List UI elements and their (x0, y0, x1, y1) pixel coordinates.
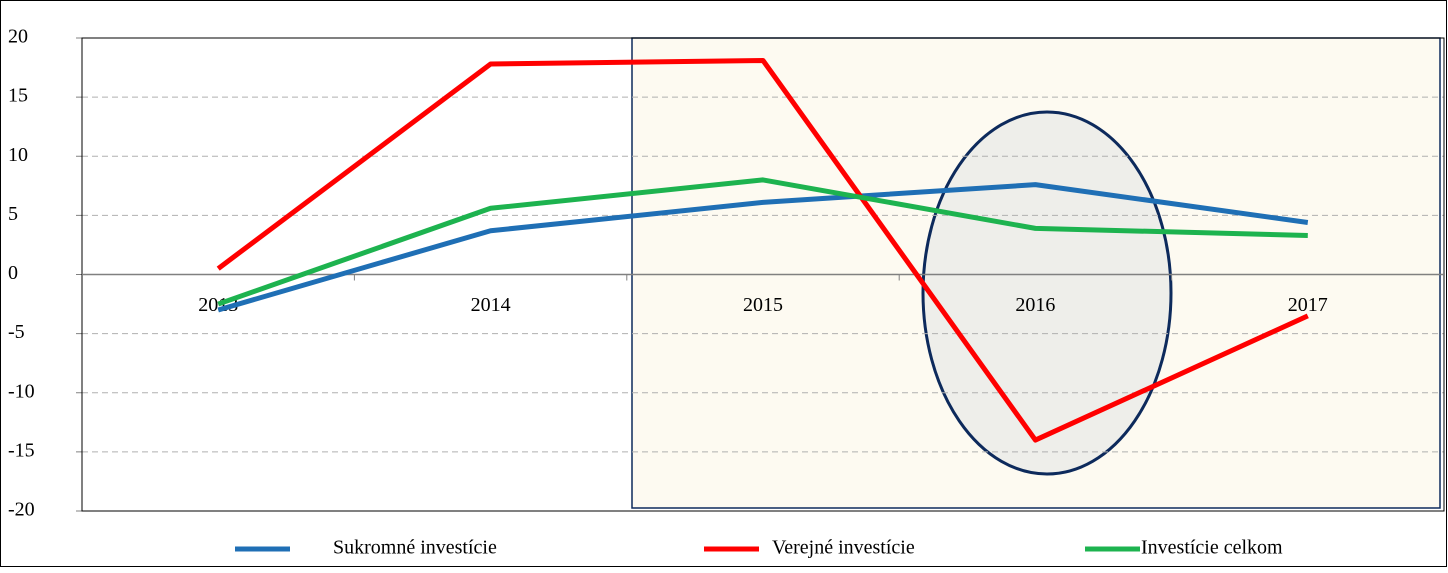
x-tick-label: 2014 (471, 294, 511, 316)
y-tick-label: -5 (8, 321, 25, 343)
legend-label: Verejné investície (772, 537, 915, 559)
highlight-ellipse (921, 110, 1173, 476)
legend-label: Sukromné investície (333, 537, 497, 559)
plot (216, 57, 1309, 443)
y-tick-label: -20 (8, 499, 35, 521)
y-tick-label: -15 (8, 439, 35, 461)
series-line (217, 182, 1309, 313)
x-tick-label: 2015 (743, 294, 783, 316)
y-tick-label: -10 (8, 380, 35, 402)
legend: Sukromné investície Verejné investície Inv… (235, 537, 1283, 559)
y-tick-label: 5 (8, 203, 18, 225)
y-tick-label: 20 (8, 26, 28, 48)
y-tick-label: 0 (8, 262, 18, 284)
y-tick-label: 10 (8, 144, 28, 166)
series-line (217, 177, 1308, 307)
legend-label: Investície celkom (1141, 537, 1283, 559)
x-tick-label: 2017 (1288, 294, 1328, 316)
series-line (216, 57, 1309, 443)
y-tick-label: 15 (8, 85, 28, 107)
x-tick-label: 2016 (1015, 294, 1055, 316)
